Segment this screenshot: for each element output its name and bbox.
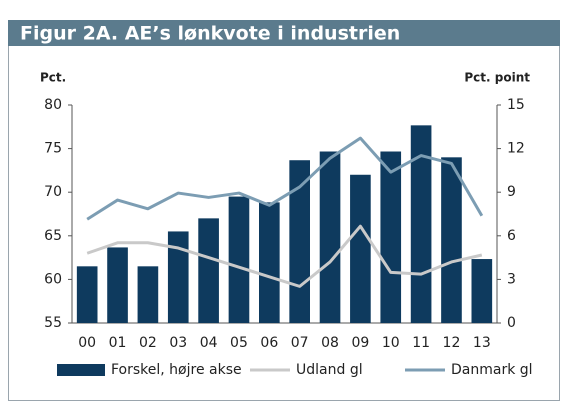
x-tick-label: 06: [260, 335, 278, 351]
y-tick-label: 55: [44, 315, 62, 331]
y2-tick-label: 0: [507, 315, 516, 331]
y2-tick-label: 15: [507, 97, 525, 113]
y2-tick-label: 3: [507, 271, 516, 287]
bar: [289, 160, 310, 323]
y2-axis-label: Pct. point: [464, 71, 530, 85]
bar: [107, 247, 128, 323]
legend-label: Udland gl: [296, 362, 363, 378]
bar: [441, 157, 462, 323]
y2-tick-label: 12: [507, 141, 525, 157]
y2-tick-label: 9: [507, 184, 516, 200]
x-tick-label: 05: [230, 335, 248, 351]
x-tick-label: 11: [412, 335, 430, 351]
bar: [198, 218, 219, 323]
x-tick-label: 04: [200, 335, 218, 351]
bar: [380, 151, 402, 323]
bar: [259, 202, 280, 323]
y2-tick-label: 6: [507, 228, 516, 244]
header: [8, 20, 560, 46]
y-tick-label: 75: [44, 141, 62, 157]
bar: [350, 174, 371, 323]
y-tick-label: 70: [44, 184, 62, 200]
x-tick-label: 12: [443, 335, 461, 351]
x-tick-label: 00: [78, 335, 96, 351]
y-tick-label: 65: [44, 228, 62, 244]
x-tick-label: 08: [321, 335, 339, 351]
bar: [319, 151, 341, 323]
legend-swatch: [57, 364, 105, 376]
y-tick-label: 80: [44, 97, 62, 113]
x-tick-label: 13: [473, 335, 491, 351]
bar: [471, 259, 493, 323]
line: [86, 224, 483, 288]
line: [86, 136, 484, 221]
y-axis-label: Pct.: [40, 71, 66, 85]
y-tick-label: 60: [44, 271, 62, 287]
chart-title: Figur 2A. AE’s lønkvote i industrien: [20, 23, 400, 45]
bar: [228, 196, 250, 323]
bar: [137, 266, 159, 323]
x-tick-label: 07: [291, 335, 309, 351]
bar: [76, 266, 98, 323]
x-tick-label: 02: [139, 335, 157, 351]
x-tick-label: 01: [109, 335, 127, 351]
x-tick-label: 03: [169, 335, 187, 351]
legend-label: Forskel, højre akse: [111, 362, 242, 378]
x-tick-label: 10: [382, 335, 400, 351]
legend-label: Danmark gl: [451, 362, 533, 378]
bar: [167, 231, 189, 323]
x-tick-label: 09: [351, 335, 369, 351]
